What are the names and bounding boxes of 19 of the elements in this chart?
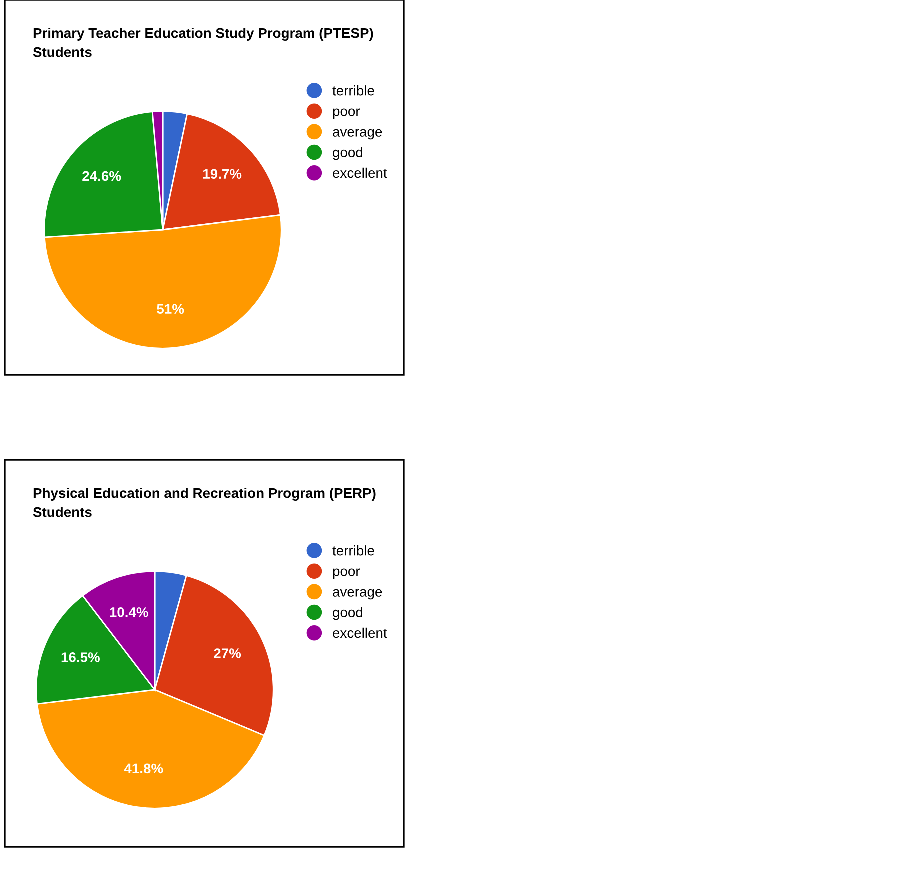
legend-label: excellent xyxy=(333,168,388,178)
data-label: 27% xyxy=(214,648,242,658)
legend-label: good xyxy=(333,607,362,620)
data-label: 41.8% xyxy=(124,764,164,774)
legend-label: poor xyxy=(333,568,360,580)
data-label: 51% xyxy=(157,304,184,314)
legend-label: poor xyxy=(333,108,360,120)
legend-label: terrible xyxy=(332,546,374,556)
legend-label: good xyxy=(333,147,362,160)
chart-title: Primary Teacher Education Study Program (PTESP) Students xyxy=(33,28,374,58)
data-label: 19.7% xyxy=(204,169,242,180)
legend-label: excellent xyxy=(333,628,388,638)
legend-label: terrible xyxy=(332,86,374,96)
legend-label: average xyxy=(333,589,382,600)
data-label: 16.5% xyxy=(62,652,100,662)
data-label: 10.4% xyxy=(110,607,148,618)
chart-title: Physical Education and Recreation Program (PERP) Students xyxy=(33,488,376,518)
legend-label: average xyxy=(333,129,382,140)
data-label: 24.6% xyxy=(82,171,122,182)
